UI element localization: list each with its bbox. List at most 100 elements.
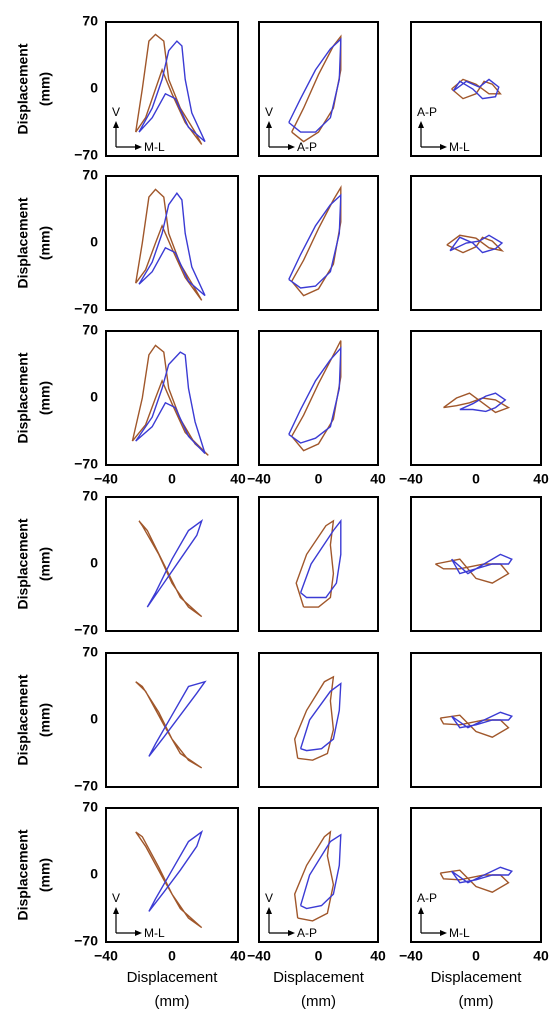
- arrow-head: [266, 907, 272, 914]
- y-tick-label: 0: [90, 80, 98, 96]
- y-axis-label: Displacement: [15, 197, 31, 288]
- y-tick-label: 0: [90, 866, 98, 882]
- x-axis-label: Displacement: [127, 969, 219, 986]
- panel: [258, 496, 379, 632]
- plot-frame: [410, 330, 542, 466]
- plot-frame: [258, 807, 379, 943]
- panel: −40 0 40: [247, 330, 386, 487]
- trajectory: [449, 234, 504, 254]
- y-axis-label: Displacement: [15, 518, 31, 609]
- plot-frame: [410, 21, 542, 157]
- arrow-label: M-L: [144, 140, 165, 154]
- x-tick-label: 0: [315, 471, 323, 487]
- arrow-head: [418, 121, 424, 128]
- plot-frame: [105, 807, 239, 943]
- arrow-head: [440, 144, 447, 150]
- x-axis-label: (mm): [155, 993, 190, 1010]
- trajectory: [451, 78, 502, 100]
- panel: 70 0 −70 Displacement (mm): [15, 644, 239, 794]
- y-axis-label: (mm): [37, 858, 53, 892]
- x-tick-label: −40: [399, 471, 423, 487]
- panel: [258, 175, 379, 311]
- trajectory: [439, 714, 510, 738]
- x-tick-label: 0: [168, 471, 176, 487]
- plot-frame: [410, 175, 542, 311]
- trajectory: [299, 833, 342, 910]
- x-tick-label: 40: [230, 948, 246, 964]
- x-tick-label: −40: [94, 471, 118, 487]
- y-tick-label: −70: [74, 147, 98, 163]
- y-axis-label: (mm): [37, 381, 53, 415]
- trajectory: [135, 681, 203, 769]
- arrow-head: [288, 930, 295, 936]
- plot-frame: [258, 652, 379, 788]
- y-tick-label: −70: [74, 456, 98, 472]
- panel: −40 0 40 Displacement (mm) V A-P: [247, 807, 386, 1010]
- x-axis-label: Displacement: [273, 969, 365, 986]
- arrow-label: A-P: [417, 891, 437, 905]
- trajectory: [135, 351, 206, 454]
- panel: 70 0 −70 Displacement (mm): [15, 167, 239, 317]
- y-tick-label: 70: [82, 13, 98, 29]
- trajectory: [451, 866, 514, 884]
- plot-frame: [258, 175, 379, 311]
- panel: 70 0 −70−40 0 40 Displacement (mm): [15, 322, 246, 487]
- plot-frame: [105, 175, 239, 311]
- y-axis-label: (mm): [37, 547, 53, 581]
- x-axis-label: (mm): [459, 993, 494, 1010]
- trajectory: [138, 520, 203, 618]
- y-axis-label: (mm): [37, 72, 53, 106]
- panel: V A-P: [258, 21, 379, 157]
- y-tick-label: 0: [90, 234, 98, 250]
- x-tick-label: 0: [168, 948, 176, 964]
- plot-frame: [105, 21, 239, 157]
- trajectory: [288, 193, 342, 289]
- trajectory: [146, 519, 204, 608]
- trajectory: [446, 234, 505, 254]
- panel: [410, 496, 542, 632]
- x-tick-label: −40: [247, 471, 271, 487]
- arrow-head: [135, 930, 142, 936]
- arrow-label: M-L: [144, 926, 165, 940]
- y-axis-label: Displacement: [15, 674, 31, 765]
- x-tick-label: 0: [315, 948, 323, 964]
- x-tick-label: 0: [472, 948, 480, 964]
- panel: −40 0 40 Displacement (mm) A-P M-L: [399, 807, 549, 1010]
- trajectory: [291, 34, 342, 143]
- panel: 70 0 −70−40 0 40 Displacement (mm) Displacement…: [15, 799, 246, 1010]
- arrow-label: V: [265, 105, 273, 119]
- trajectory: [288, 37, 342, 133]
- panel: [410, 652, 542, 788]
- y-axis-label: Displacement: [15, 43, 31, 134]
- arrow-head: [266, 121, 272, 128]
- arrow-label: V: [265, 891, 273, 905]
- y-axis-label: Displacement: [15, 829, 31, 920]
- trajectory: [299, 682, 342, 752]
- arrow-head: [135, 144, 142, 150]
- x-tick-label: 40: [533, 948, 549, 964]
- trajectory: [138, 40, 206, 143]
- y-tick-label: 70: [82, 488, 98, 504]
- trajectory: [459, 392, 507, 413]
- trajectory: [451, 711, 514, 729]
- arrow-label: M-L: [449, 926, 470, 940]
- x-tick-label: −40: [247, 948, 271, 964]
- panel: [410, 175, 542, 311]
- arrow-label: A-P: [297, 926, 317, 940]
- panel: −40 0 40: [399, 330, 549, 487]
- plot-frame: [410, 807, 542, 943]
- plot-frame: [105, 652, 239, 788]
- x-axis-label: Displacement: [431, 969, 523, 986]
- arrow-label: V: [112, 891, 120, 905]
- plot-frame: [258, 21, 379, 157]
- trajectory: [291, 184, 342, 297]
- trajectory: [148, 680, 207, 757]
- y-tick-label: 0: [90, 711, 98, 727]
- plot-frame: [258, 496, 379, 632]
- arrow-head: [440, 930, 447, 936]
- x-tick-label: 40: [370, 948, 386, 964]
- arrow-label: A-P: [297, 140, 317, 154]
- trajectory: [148, 830, 204, 912]
- trajectory: [299, 518, 342, 599]
